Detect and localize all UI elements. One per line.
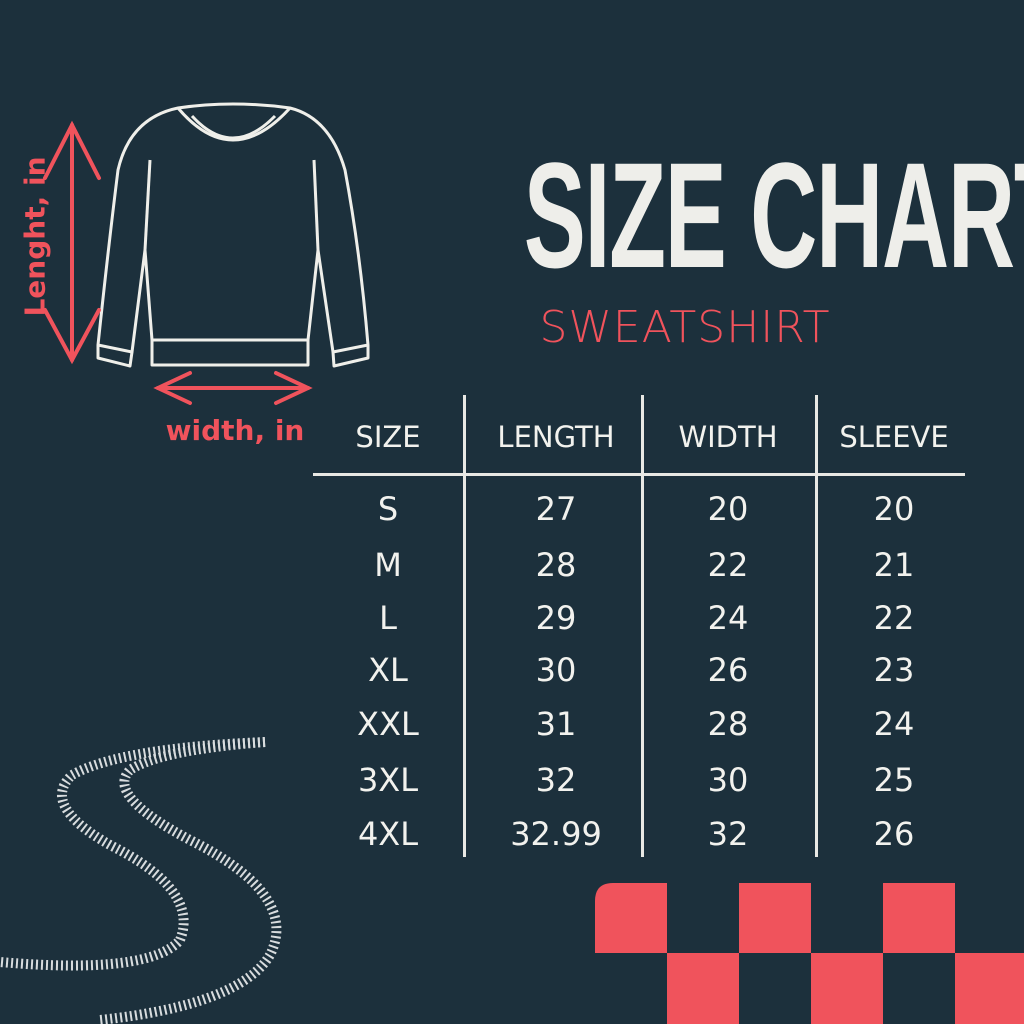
checker-square [955,953,1024,1024]
table-cell: 32 [707,815,749,853]
table-cell: S [377,490,399,528]
checker-square [883,883,955,953]
table-cell: 29 [535,599,577,637]
column-divider [463,395,466,857]
table-cell: 32.99 [510,815,602,853]
table-cell: 28 [535,546,577,584]
checker-square [595,883,667,953]
table-cell: M [374,546,402,584]
column-header-size: SIZE [355,420,421,454]
table-cell: 32 [535,761,577,799]
length-arrow-icon [43,120,101,365]
checker-square [667,953,739,1024]
table-cell: 22 [873,599,915,637]
checker-square [739,883,811,953]
width-arrow-icon [153,371,313,405]
table-cell: 26 [873,815,915,853]
table-cell: 20 [707,490,749,528]
column-divider [641,395,644,857]
table-cell: XXL [357,705,419,743]
column-header-width: WIDTH [678,420,778,454]
table-cell: 21 [873,546,915,584]
checkered-flag-icon [595,883,1024,1024]
table-cell: 4XL [357,815,419,853]
table-cell: 24 [707,599,749,637]
page-title: SIZE CHART [523,131,1024,299]
tire-tracks-icon [0,737,282,1024]
table-cell: 24 [873,705,915,743]
column-header-sleeve: SLEEVE [839,420,949,454]
table-cell: 30 [707,761,749,799]
table-cell: 23 [873,651,915,689]
width-label: width, in [165,414,305,447]
table-cell: L [379,599,397,637]
table-cell: 28 [707,705,749,743]
checker-square [811,953,883,1024]
table-cell: 30 [535,651,577,689]
sweatshirt-diagram [43,102,370,405]
header-divider [313,473,965,476]
table-cell: 3XL [357,761,419,799]
sweatshirt-outline-icon [96,102,370,368]
table-cell: 20 [873,490,915,528]
length-label: Lenght, in [18,156,52,317]
table-cell: 22 [707,546,749,584]
table-cell: XL [368,651,408,689]
table-cell: 26 [707,651,749,689]
table-cell: 25 [873,761,915,799]
page-subtitle: SWEATSHIRT [539,302,831,353]
table-cell: 31 [535,705,577,743]
table-cell: 27 [535,490,577,528]
column-divider [815,395,818,857]
column-header-length: LENGTH [497,420,615,454]
